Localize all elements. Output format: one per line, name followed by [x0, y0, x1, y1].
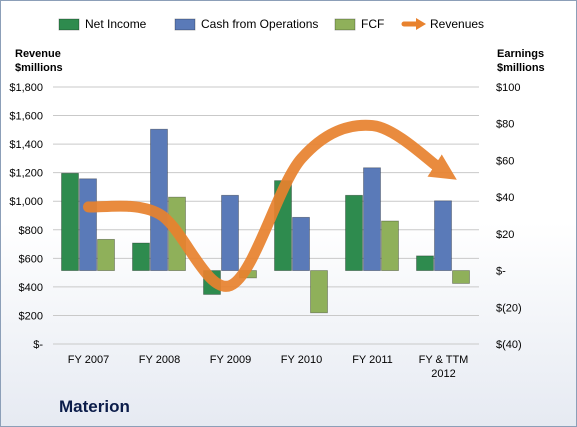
legend-swatch-fcf — [334, 18, 356, 31]
right-tick-label: $20 — [496, 229, 514, 241]
legend: Net Income Cash from Operations FCF Revenue… — [58, 17, 484, 31]
bar-cash-from-operations — [434, 200, 452, 271]
left-tick-label: $- — [33, 339, 43, 351]
legend-swatch-cash-from-operations — [174, 18, 196, 31]
x-tick-label: FY 2009 — [210, 354, 251, 366]
bar-net-income — [416, 255, 434, 271]
bar-fcf — [310, 270, 328, 314]
right-tick-label: $(20) — [496, 302, 522, 314]
bar-cash-from-operations — [292, 216, 310, 271]
bar-fcf — [381, 220, 399, 271]
company-name: Materion — [59, 397, 130, 416]
bar-fcf — [97, 238, 115, 271]
legend-label-cash-from-operations: Cash from Operations — [201, 17, 318, 31]
right-tick-label: $- — [496, 266, 506, 278]
right-tick-label: $(40) — [496, 339, 522, 351]
bar-net-income — [345, 194, 363, 271]
bar-fcf — [452, 270, 470, 284]
right-tick-label: $100 — [496, 82, 520, 94]
left-tick-label: $400 — [19, 282, 43, 294]
revenue-line — [83, 119, 457, 292]
x-tick-label: FY 2011 — [352, 354, 393, 366]
right-tick-label: $80 — [496, 119, 514, 131]
bar-net-income — [132, 242, 150, 271]
left-axis-title: Revenue $millions — [15, 48, 63, 74]
left-tick-label: $1,800 — [9, 82, 43, 94]
left-tick-label: $1,200 — [9, 168, 43, 180]
right-axis-ticks: $(40) $(20) $- $20 $40 $60 $80 $100 — [496, 82, 522, 351]
bar-cash-from-operations — [221, 194, 239, 271]
x-axis-ticks: FY 2007 FY 2008 FY 2009 FY 2010 FY 2011 FY & … — [68, 354, 469, 380]
bar-net-income — [61, 172, 79, 271]
bar-cash-from-operations — [363, 167, 381, 271]
right-tick-label: $40 — [496, 192, 514, 204]
left-tick-label: $600 — [19, 253, 43, 265]
x-tick-label: FY 2007 — [68, 354, 109, 366]
x-tick-label: FY & TTM — [419, 354, 469, 366]
left-tick-label: $1,600 — [9, 111, 43, 123]
left-tick-label: $1,400 — [9, 139, 43, 151]
x-tick-label: FY 2008 — [139, 354, 180, 366]
left-tick-label: $1,000 — [9, 196, 43, 208]
right-axis-title: Earnings $millions — [497, 48, 545, 74]
revenue-line-group — [83, 119, 457, 292]
right-tick-label: $60 — [496, 155, 514, 167]
bar-cash-from-operations — [150, 128, 168, 271]
legend-arrow-revenues — [416, 18, 426, 30]
legend-label-fcf: FCF — [361, 17, 384, 31]
legend-label-revenues: Revenues — [430, 17, 484, 31]
bar-cash-from-operations — [79, 178, 97, 271]
left-tick-label: $800 — [19, 225, 43, 237]
left-axis-ticks: $- $200 $400 $600 $800 $1,000 $1,200 $1,400 $1,6… — [9, 82, 43, 351]
x-tick-label: FY 2010 — [281, 354, 322, 366]
legend-swatch-net-income — [58, 18, 80, 31]
left-tick-label: $200 — [19, 310, 43, 322]
legend-label-net-income: Net Income — [85, 17, 147, 31]
x-tick-label: 2012 — [431, 368, 455, 380]
